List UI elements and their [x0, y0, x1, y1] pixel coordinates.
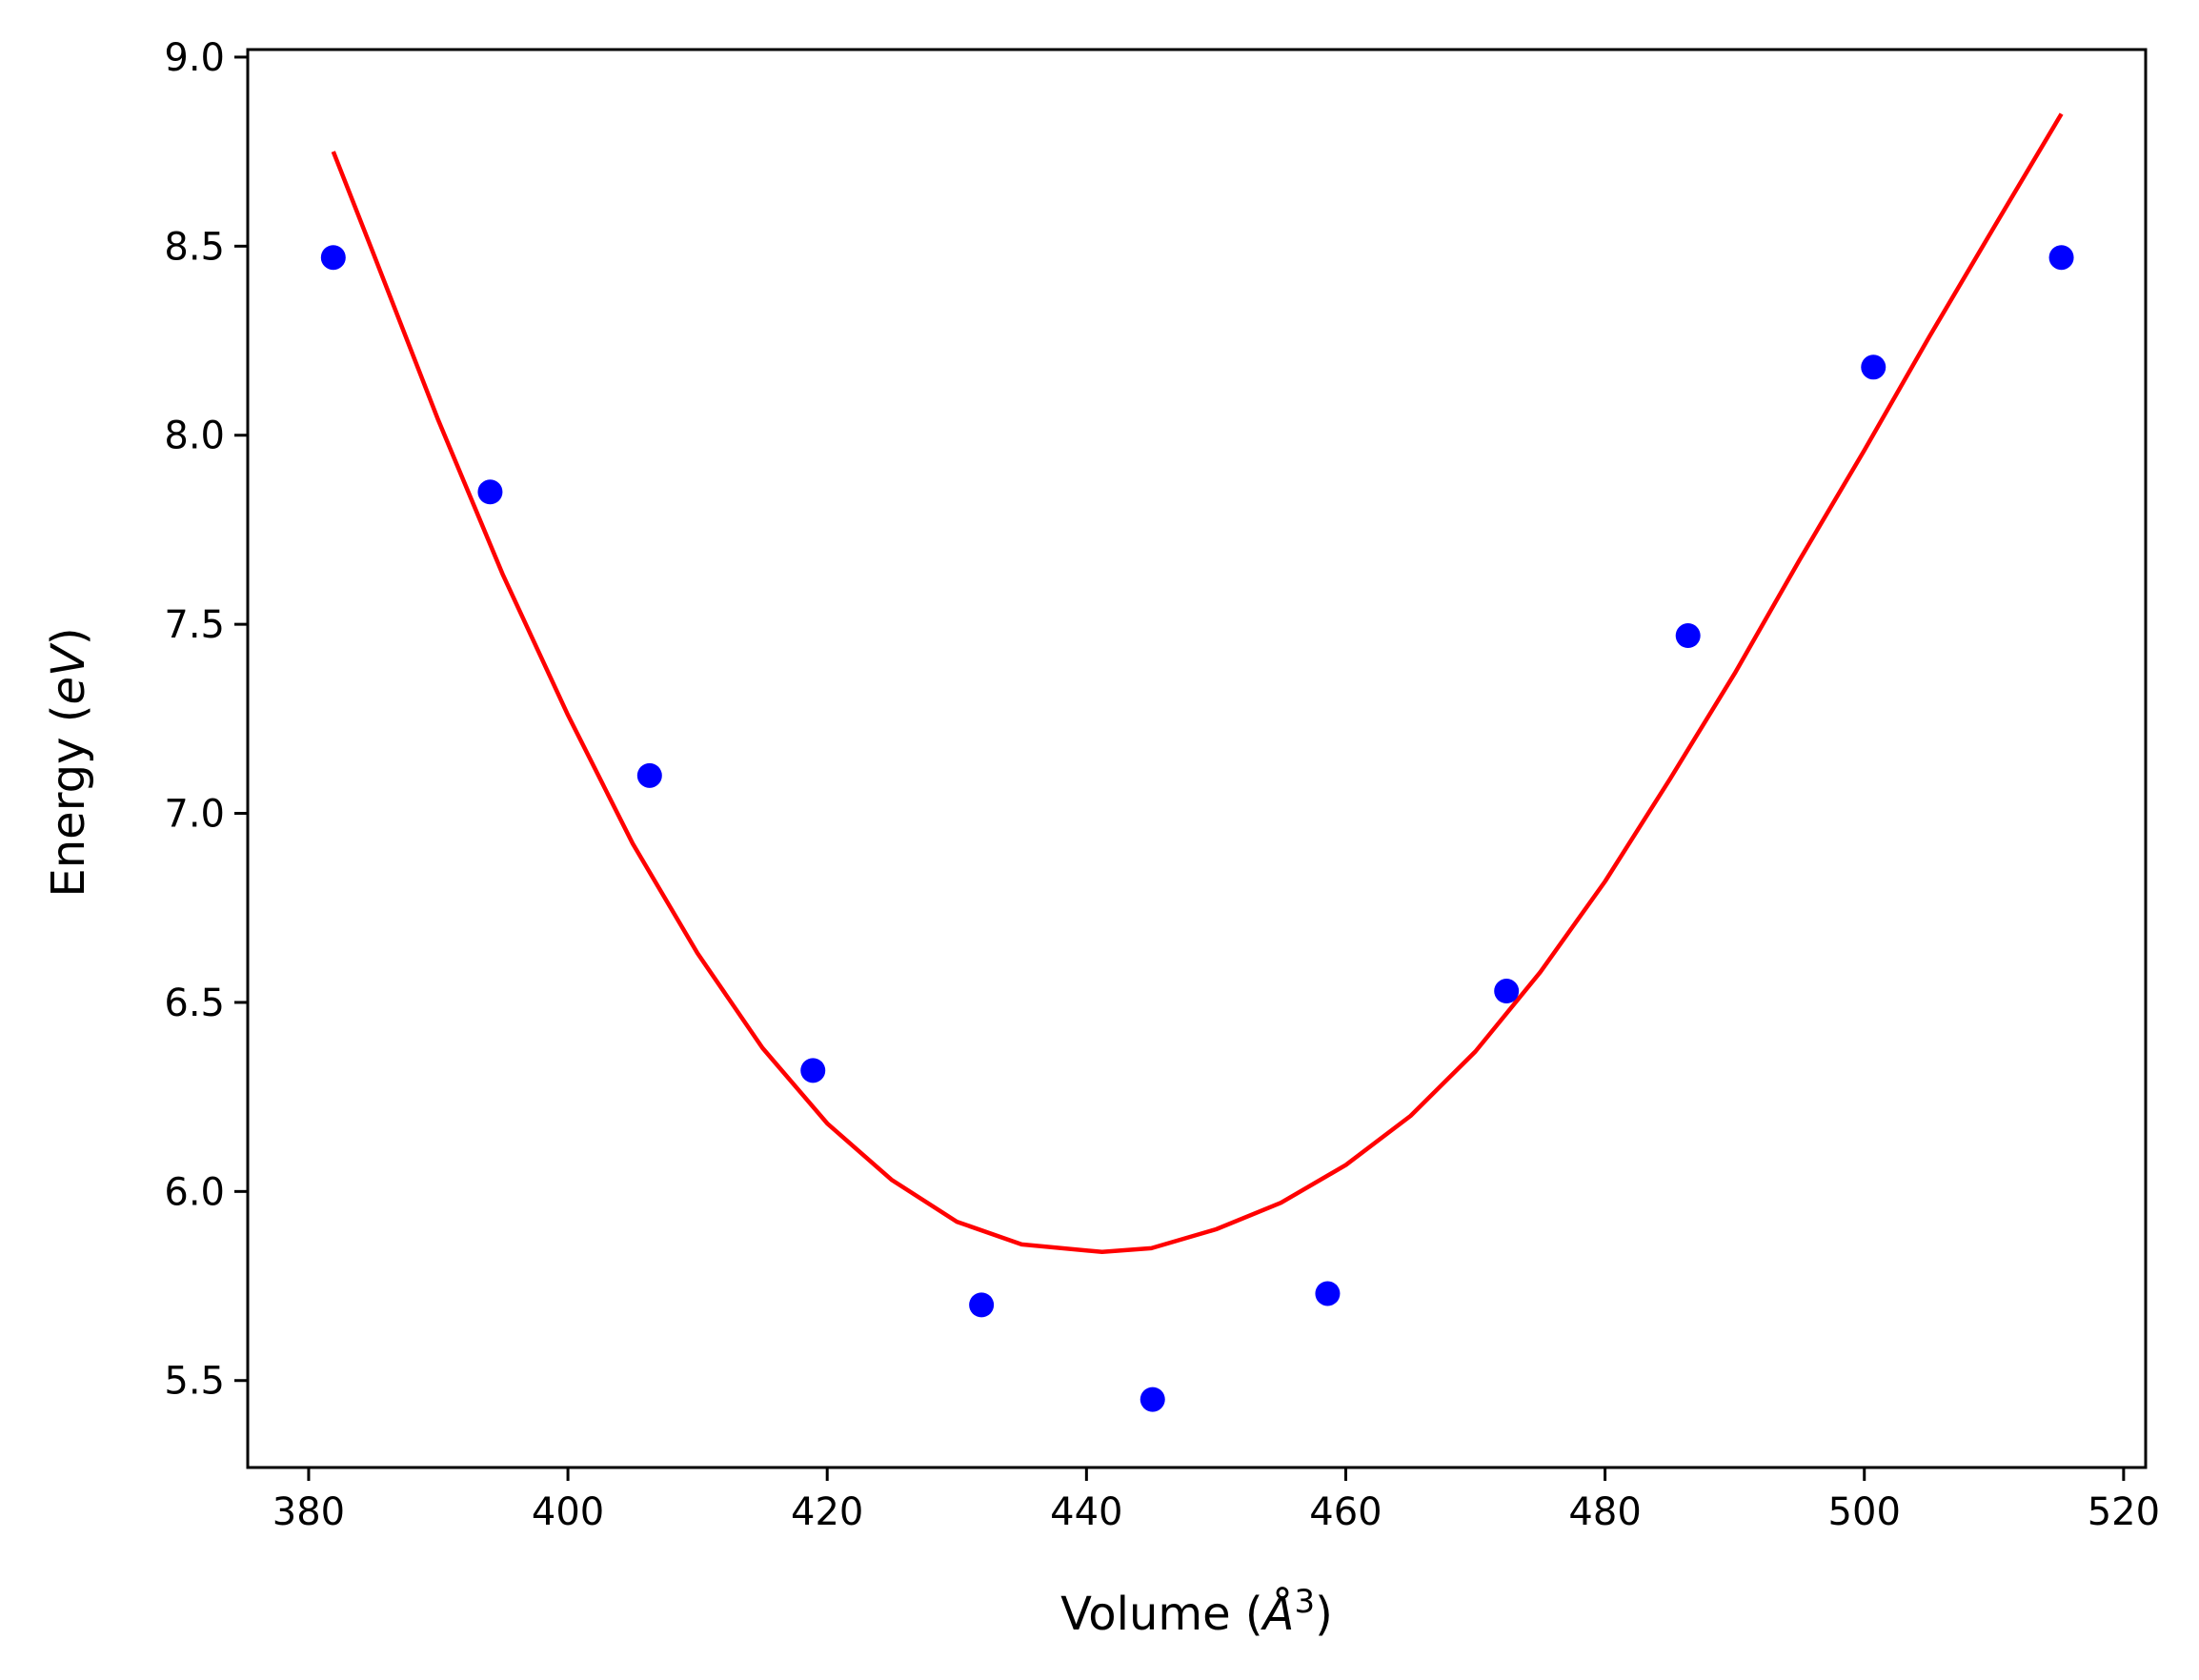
fit-curve-line [331, 112, 2064, 1255]
y-tick-label: 6.0 [164, 1170, 225, 1214]
x-tick-label: 420 [791, 1490, 863, 1534]
data-point [320, 245, 346, 271]
x-axis-label-suffix: ) [1315, 1588, 1333, 1641]
y-tick-label: 9.0 [164, 36, 225, 80]
x-tick-label: 520 [2088, 1490, 2160, 1534]
plot-area-frame [246, 48, 2148, 1469]
data-point [2048, 245, 2074, 271]
y-axis: 5.5 6.0 6.5 7.0 7.5 8.0 8.5 9.0 [164, 36, 248, 1404]
y-axis-label-unit: eV [42, 642, 95, 705]
y-tick-label: 8.5 [164, 225, 225, 269]
x-tick-label: 460 [1309, 1490, 1382, 1534]
data-point [800, 1058, 826, 1083]
data-point [1494, 979, 1520, 1004]
x-tick-label: 440 [1050, 1490, 1122, 1534]
y-tick-label: 7.5 [164, 603, 225, 647]
y-tick-label: 8.0 [164, 415, 225, 458]
y-axis-label-prefix: Energy ( [42, 705, 95, 898]
x-axis-label-symbol: Å [1261, 1587, 1295, 1641]
data-point [1675, 623, 1701, 649]
x-axis-label: Volume (Å3) [1060, 1583, 1333, 1641]
x-axis-label-prefix: Volume ( [1060, 1588, 1263, 1641]
fit-curve-layer [331, 112, 2064, 1255]
data-point [636, 762, 662, 788]
data-point [1315, 1281, 1341, 1306]
y-axis-label-suffix: ) [42, 627, 95, 645]
y-tick-label: 7.0 [164, 793, 225, 837]
data-point [1861, 354, 1886, 380]
x-tick-label: 380 [272, 1490, 345, 1534]
data-points-layer [320, 245, 2074, 1412]
data-point [969, 1292, 995, 1318]
y-tick-label: 6.5 [164, 982, 225, 1025]
data-point [1140, 1387, 1165, 1412]
data-point [477, 479, 503, 505]
x-axis: 380 400 420 440 460 480 500 520 [272, 1467, 2160, 1534]
x-tick-label: 400 [532, 1490, 604, 1534]
y-tick-label: 5.5 [164, 1360, 225, 1404]
x-axis-label-exponent: 3 [1294, 1583, 1315, 1621]
y-axis-label: Energy (eV) [42, 627, 95, 897]
x-tick-label: 480 [1568, 1490, 1641, 1534]
x-tick-label: 500 [1828, 1490, 1901, 1534]
